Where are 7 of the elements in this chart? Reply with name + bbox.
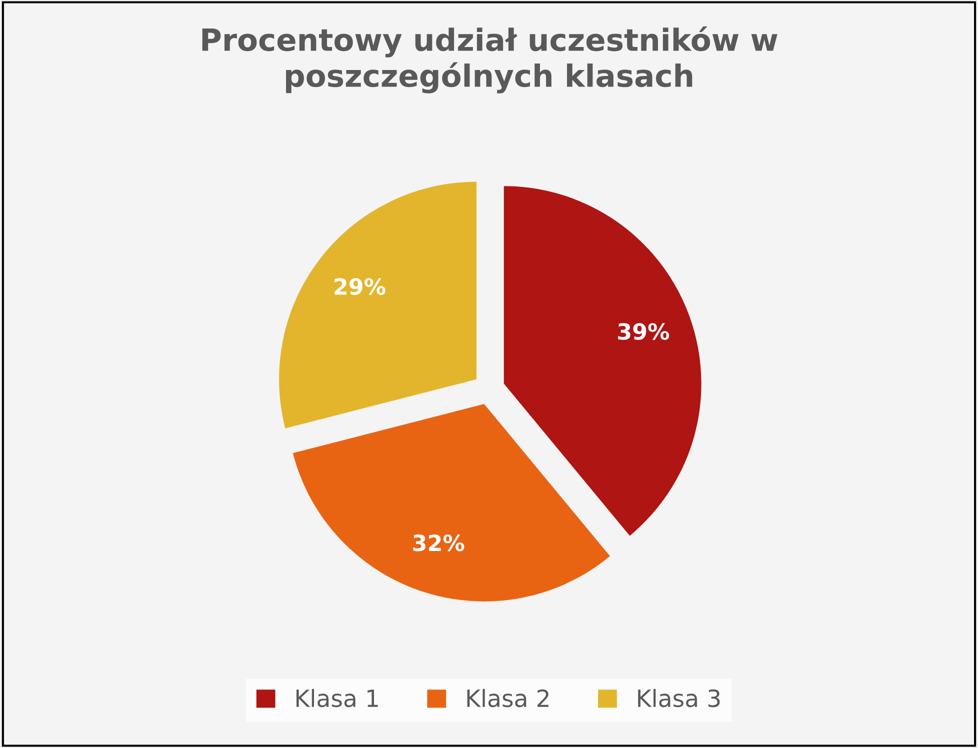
legend-label: Klasa 3 — [638, 688, 720, 708]
legend-label: Klasa 1 — [296, 688, 378, 708]
chart-title: Procentowy udział uczestników w poszczególnych klasach — [202, 26, 778, 94]
legend-label: Klasa 2 — [467, 688, 548, 708]
data-label: 29% — [334, 278, 386, 295]
data-label: 32% — [413, 534, 464, 552]
data-label: 39% — [618, 323, 670, 340]
